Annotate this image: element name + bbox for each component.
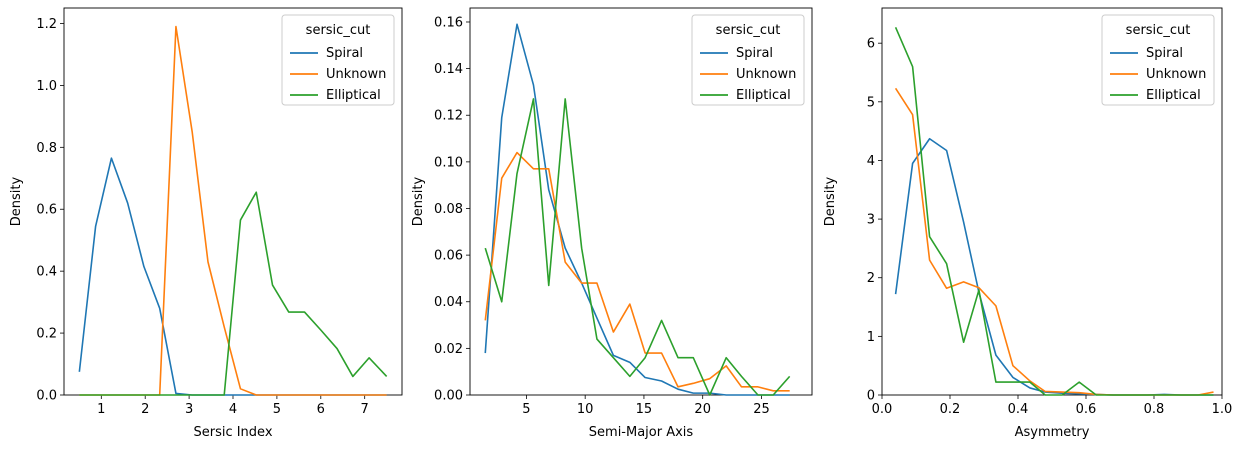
- y-tick-label: 0.02: [434, 342, 463, 357]
- legend-entry-elliptical: Elliptical: [1146, 88, 1201, 103]
- x-tick-label: 5: [273, 402, 281, 417]
- legend-entry-spiral: Spiral: [326, 46, 363, 61]
- chart-panel-1: 1 2 3 4 5 6 7 0.0 0.2 0.4 0.6 0.8 1.0 1.2 Sersic Index…: [9, 7, 403, 440]
- x-tick-label: 7: [361, 402, 369, 417]
- y-axis-label: Density: [9, 176, 24, 226]
- x-tick-label: 4: [229, 402, 237, 417]
- series-line-spiral: [484, 23, 790, 396]
- y-tick-label: 1.0: [36, 79, 57, 94]
- y-tick-label: 0.4: [36, 265, 57, 280]
- x-tick-label: 0.0: [872, 402, 893, 417]
- y-tick-label: 0.16: [434, 15, 463, 30]
- legend-title: sersic_cut: [306, 23, 371, 38]
- y-tick-label: 0.6: [36, 203, 57, 218]
- chart-panel-3: 0.0 0.2 0.4 0.6 0.8 1.0 0 1 2 3 4 5 6 Asymmetry Densit…: [823, 7, 1233, 440]
- y-axis-label: Density: [823, 176, 838, 226]
- x-tick-label: 1: [97, 402, 105, 417]
- series-line-elliptical: [484, 98, 791, 396]
- x-tick-label: 3: [185, 402, 193, 417]
- x-tick-label: 2: [141, 402, 149, 417]
- series-line-spiral: [894, 137, 1214, 396]
- series-line-elliptical: [79, 191, 388, 396]
- y-tick-label: 6: [867, 37, 875, 52]
- legend-entry-spiral: Spiral: [736, 46, 773, 61]
- y-tick-label: 4: [867, 154, 875, 169]
- y-tick-label: 0.08: [434, 202, 463, 217]
- legend-title: sersic_cut: [716, 23, 781, 38]
- x-tick-label: 0.6: [1076, 402, 1097, 417]
- x-tick-label: 0.8: [1144, 402, 1165, 417]
- legend-entry-unknown: Unknown: [326, 67, 386, 82]
- y-tick-label: 0.10: [434, 155, 463, 170]
- x-tick-label: 20: [694, 402, 711, 417]
- legend-entry-spiral: Spiral: [1146, 46, 1183, 61]
- legend-box: [691, 14, 805, 106]
- legend-entry-elliptical: Elliptical: [326, 88, 381, 103]
- legend-box: [281, 14, 395, 106]
- x-tick-label: 5: [522, 402, 530, 417]
- x-tick-label: 6: [317, 402, 325, 417]
- y-tick-label: 0.0: [36, 389, 57, 404]
- legend-entry-unknown: Unknown: [1146, 67, 1206, 82]
- x-axis-label: Semi-Major Axis: [589, 425, 694, 440]
- plot-frame: [469, 7, 813, 396]
- x-tick-label: 0.2: [940, 402, 961, 417]
- legend: sersic_cut Spiral Unknown Elliptical: [281, 14, 395, 106]
- x-tick-label: 25: [753, 402, 770, 417]
- legend-entry-unknown: Unknown: [736, 67, 796, 82]
- x-axis-label: Asymmetry: [1015, 425, 1090, 440]
- y-tick-label: 3: [867, 213, 875, 228]
- legend: sersic_cut Spiral Unknown Elliptical: [1101, 14, 1215, 106]
- y-tick-label: 1: [867, 330, 875, 345]
- y-tick-label: 1.2: [36, 17, 57, 32]
- legend-title: sersic_cut: [1126, 23, 1191, 38]
- legend-box: [1101, 14, 1215, 106]
- y-axis-label: Density: [411, 176, 426, 226]
- y-tick-label: 0.04: [434, 295, 463, 310]
- y-tick-label: 2: [867, 271, 875, 286]
- x-tick-label: 15: [636, 402, 653, 417]
- x-tick-label: 1.0: [1212, 402, 1233, 417]
- x-axis-label: Sersic Index: [193, 425, 272, 440]
- series-line-unknown: [894, 87, 1214, 396]
- y-tick-label: 0.00: [434, 389, 463, 404]
- x-tick-label: 10: [577, 402, 594, 417]
- chart-panel-2: 5 10 15 20 25 0.00 0.02 0.04 0.06 0.08 0.10 0.12 0.1…: [411, 7, 813, 440]
- y-tick-label: 0.2: [36, 327, 57, 342]
- x-tick-label: 0.4: [1008, 402, 1029, 417]
- legend: sersic_cut Spiral Unknown Elliptical: [691, 14, 805, 106]
- y-tick-label: 0.8: [36, 141, 57, 156]
- y-tick-label: 5: [867, 95, 875, 110]
- y-tick-label: 0: [867, 389, 875, 404]
- y-tick-label: 0.06: [434, 249, 463, 264]
- legend-entry-elliptical: Elliptical: [736, 88, 791, 103]
- y-tick-label: 0.14: [434, 62, 463, 77]
- series-line-unknown: [484, 151, 790, 392]
- y-tick-label: 0.12: [434, 109, 463, 124]
- series-line-elliptical: [894, 27, 1214, 396]
